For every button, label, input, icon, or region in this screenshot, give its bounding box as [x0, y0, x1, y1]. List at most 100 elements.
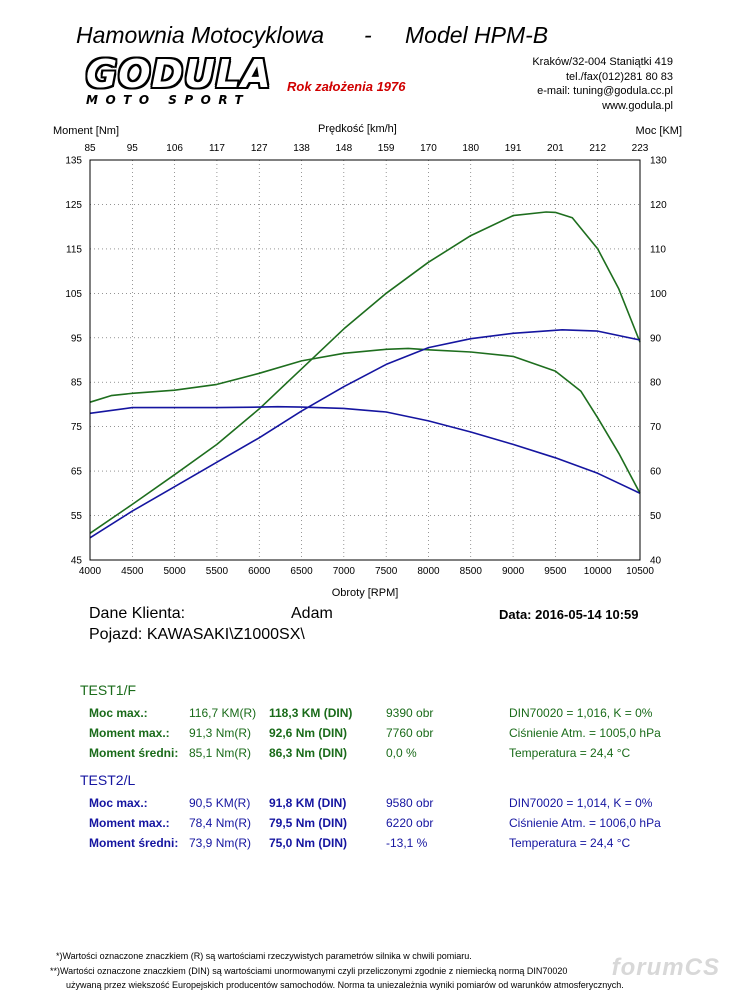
y-right-tick-label: 60 — [650, 467, 662, 478]
x-tick-label: 7500 — [375, 566, 398, 577]
test2-row1-din: 91,8 KM (DIN) — [269, 796, 347, 810]
x-tick-label: 10500 — [626, 566, 654, 577]
client-name: Adam — [291, 605, 333, 622]
speed-tick-label: 106 — [166, 143, 183, 154]
test2-row3-raw: 73,9 Nm(R) — [189, 836, 252, 850]
test1-row2-extra: 7760 obr — [386, 726, 434, 740]
test2-row2-extra: 6220 obr — [386, 816, 434, 830]
founded-text: Rok założenia 1976 — [287, 79, 406, 94]
test1-row3-extra: 0,0 % — [386, 746, 417, 760]
tick-labels: 4000 4500 5000 5500 6000 6500 7000 7500 8000 8500… — [65, 143, 667, 577]
speed-tick-label: 95 — [127, 143, 139, 154]
plot-frame — [89, 159, 641, 561]
test1-row2-raw: 91,3 Nm(R) — [189, 726, 252, 740]
test2-row2-env: Ciśnienie Atm. = 1006,0 hPa — [509, 816, 661, 830]
test1-row1-env: DIN70020 = 1,016, K = 0% — [509, 706, 653, 720]
y-left-tick-label: 135 — [65, 156, 82, 167]
x-tick-label: 6500 — [290, 566, 313, 577]
grid-layer — [90, 160, 640, 560]
dyno-chart: Moment [Nm] Prędkość [km/h] Moc [KM] Obr… — [53, 123, 682, 599]
test1-row1-extra: 9390 obr — [386, 706, 434, 720]
x-tick-label: 4500 — [121, 566, 144, 577]
x-tick-label: 5000 — [163, 566, 186, 577]
x-tick-label: 5500 — [206, 566, 229, 577]
y-right-tick-label: 90 — [650, 333, 662, 344]
y-right-tick-label: 50 — [650, 511, 662, 522]
speed-tick-label: 170 — [420, 143, 437, 154]
left-axis-label: Moment [Nm] — [53, 125, 119, 137]
y-left-tick-label: 115 — [66, 244, 82, 255]
speed-tick-label: 180 — [462, 143, 479, 154]
x-tick-label: 8000 — [417, 566, 440, 577]
company-logo: GODULA MOTO SPORT — [86, 52, 278, 107]
speed-tick-label: 159 — [378, 143, 395, 154]
x-tick-label: 7000 — [333, 566, 356, 577]
speed-tick-label: 148 — [336, 143, 353, 154]
vehicle-info: Pojazd: KAWASAKI\Z1000SX\ — [89, 626, 305, 643]
y-right-tick-label: 120 — [650, 200, 667, 211]
test2-title: TEST2/L — [80, 772, 136, 788]
test2-row2-label: Moment max.: — [89, 816, 170, 830]
contact-email: e-mail: tuning@godula.cc.pl — [537, 85, 673, 97]
contact-block: Kraków/32-004 Staniątki 419 tel./fax(012… — [532, 55, 673, 113]
test1-title: TEST1/F — [80, 682, 137, 698]
y-right-tick-label: 100 — [650, 289, 667, 300]
test1-row2-label: Moment max.: — [89, 726, 170, 740]
x-tick-label: 10000 — [584, 566, 612, 577]
test2-row3-env: Temperatura = 24,4 °C — [509, 836, 631, 850]
top-axis-label: Prędkość [km/h] — [318, 123, 397, 135]
series-line-2 — [89, 211, 641, 534]
y-left-tick-label: 65 — [71, 467, 83, 478]
test1-row2-env: Ciśnienie Atm. = 1005,0 hPa — [509, 726, 661, 740]
page-title-left: Hamownia Motocyklowa — [76, 22, 324, 48]
x-tick-label: 6000 — [248, 566, 271, 577]
x-tick-label: 9500 — [544, 566, 567, 577]
client-label: Dane Klienta: — [89, 605, 186, 622]
watermark-text: forumCS — [611, 954, 720, 981]
logo-main-text: GODULA — [86, 52, 272, 96]
test1-row1-din: 118,3 KM (DIN) — [269, 706, 353, 720]
y-right-tick-label: 40 — [650, 556, 662, 567]
footnote-3: używaną przez wiekszość Europejskich pro… — [66, 980, 624, 990]
contact-address: Kraków/32-004 Staniątki 419 — [532, 56, 673, 68]
test1-row1-label: Moc max.: — [89, 706, 148, 720]
series-line-3 — [89, 405, 641, 495]
footnote-2: **)Wartości oznaczone znaczkiem (DIN) są… — [50, 966, 568, 976]
test2-row2-din: 79,5 Nm (DIN) — [269, 816, 348, 830]
y-left-tick-label: 95 — [71, 333, 83, 344]
speed-tick-label: 223 — [632, 143, 649, 154]
page-title-right: Model HPM-B — [405, 22, 549, 48]
x-tick-label: 4000 — [79, 566, 102, 577]
y-right-tick-label: 80 — [650, 378, 662, 389]
test2-row3-extra: -13,1 % — [386, 836, 428, 850]
x-tick-label: 9000 — [502, 566, 525, 577]
right-axis-label: Moc [KM] — [636, 125, 682, 137]
y-left-tick-label: 75 — [71, 422, 83, 433]
test1-row3-env: Temperatura = 24,4 °C — [509, 746, 631, 760]
speed-tick-label: 138 — [293, 143, 310, 154]
y-left-tick-label: 85 — [71, 378, 83, 389]
y-left-tick-label: 105 — [65, 289, 82, 300]
test2-row1-env: DIN70020 = 1,014, K = 0% — [509, 796, 653, 810]
speed-tick-label: 127 — [251, 143, 268, 154]
test1-row3-label: Moment średni: — [89, 746, 179, 760]
speed-tick-label: 212 — [589, 143, 606, 154]
test2-row3-din: 75,0 Nm (DIN) — [269, 836, 348, 850]
test1-row1-raw: 116,7 KM(R) — [189, 706, 257, 720]
test1-row2-din: 92,6 Nm (DIN) — [269, 726, 348, 740]
test-date: Data: 2016-05-14 10:59 — [499, 607, 639, 622]
y-left-tick-label: 55 — [71, 511, 83, 522]
logo-sub-text: MOTO SPORT — [86, 93, 251, 107]
speed-tick-label: 85 — [84, 143, 96, 154]
series-layer — [89, 211, 641, 539]
y-right-tick-label: 70 — [650, 422, 662, 433]
series-line-4 — [89, 329, 641, 539]
speed-tick-label: 201 — [547, 143, 564, 154]
speed-tick-label: 117 — [209, 143, 225, 154]
test1-row3-raw: 85,1 Nm(R) — [189, 746, 252, 760]
contact-phone: tel./fax(012)281 80 83 — [565, 70, 673, 83]
footnote-1: *)Wartości oznaczone znaczkiem (R) są wa… — [56, 951, 472, 961]
x-axis-label: Obroty [RPM] — [332, 587, 399, 599]
test2-row3-label: Moment średni: — [89, 836, 179, 850]
contact-website: www.godula.pl — [602, 99, 673, 112]
